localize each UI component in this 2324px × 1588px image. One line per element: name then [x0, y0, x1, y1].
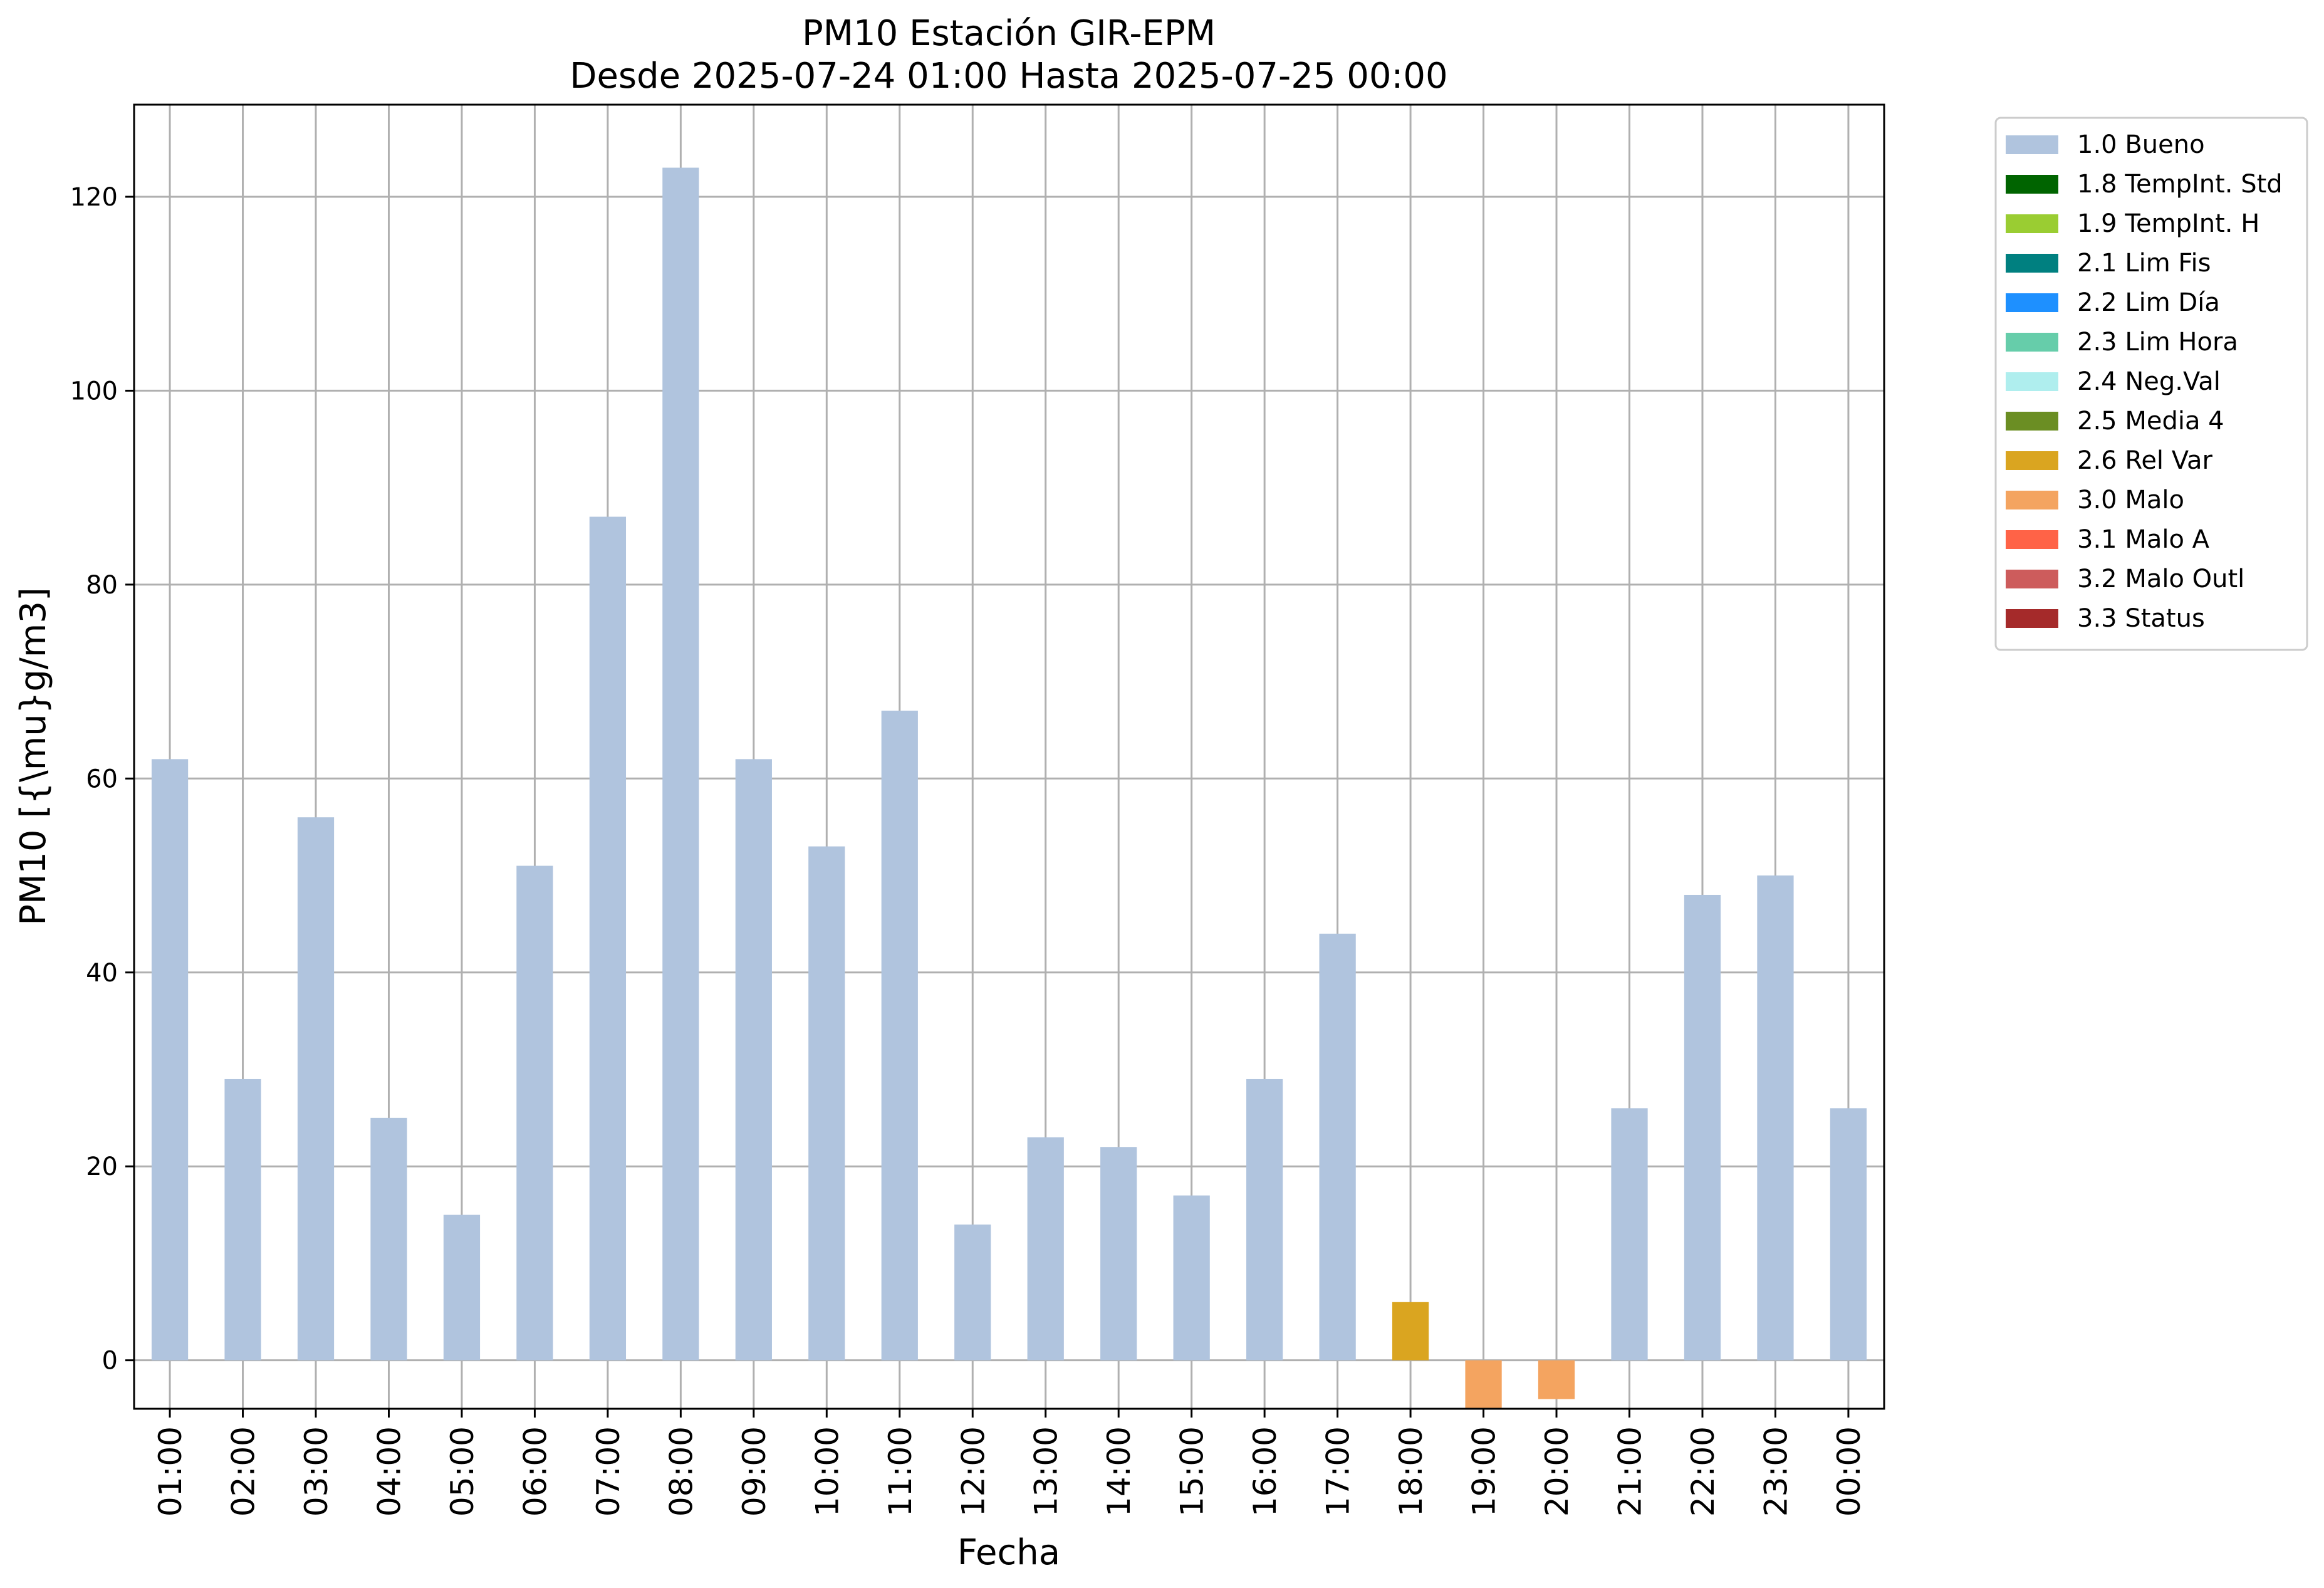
legend-label: 2.6 Rel Var: [2077, 446, 2213, 475]
bar-1000: [808, 846, 845, 1361]
bar-0000: [1830, 1108, 1867, 1361]
bar-0400: [370, 1117, 407, 1361]
x-tick-label: 05:00: [444, 1426, 481, 1517]
x-axis-label: Fecha: [957, 1532, 1060, 1573]
legend-swatch: [2006, 491, 2058, 509]
y-tick-label: 60: [86, 765, 118, 793]
x-tick-label: 18:00: [1393, 1426, 1429, 1517]
x-tick-label: 06:00: [517, 1426, 553, 1517]
bar-1800: [1392, 1302, 1429, 1361]
legend-swatch: [2006, 530, 2058, 549]
x-tick-label: 11:00: [882, 1426, 919, 1517]
chart-subtitle: Desde 2025-07-24 01:00 Hasta 2025-07-25 …: [570, 56, 1447, 97]
x-tick-label: 01:00: [152, 1426, 189, 1517]
x-tick-label: 17:00: [1320, 1426, 1357, 1517]
bar-2100: [1611, 1108, 1648, 1361]
bar-1600: [1246, 1079, 1283, 1361]
x-tick-label: 19:00: [1466, 1426, 1503, 1517]
legend-label: 2.3 Lim Hora: [2077, 328, 2238, 357]
legend-label: 3.1 Malo A: [2077, 525, 2210, 554]
x-tick-label: 20:00: [1539, 1426, 1575, 1517]
bar-0500: [443, 1215, 481, 1361]
x-tick-label: 02:00: [226, 1426, 262, 1517]
bars: [151, 167, 1867, 1409]
legend-label: 1.0 Bueno: [2077, 130, 2205, 159]
legend-label: 3.3 Status: [2077, 604, 2205, 633]
y-tick-label: 100: [70, 377, 118, 405]
bar-1100: [881, 711, 918, 1361]
y-tick-label: 20: [86, 1152, 118, 1181]
legend-label: 2.4 Neg.Val: [2077, 367, 2221, 396]
bar-1400: [1100, 1147, 1137, 1361]
bar-0800: [662, 167, 699, 1361]
y-tick-label: 120: [70, 183, 118, 212]
x-tick-label: 10:00: [809, 1426, 845, 1517]
legend-label: 2.1 Lim Fis: [2077, 249, 2211, 278]
bar-0300: [297, 817, 335, 1361]
x-tick-label: 04:00: [371, 1426, 407, 1517]
legend-swatch: [2006, 175, 2058, 194]
legend-swatch: [2006, 254, 2058, 273]
bar-2000: [1538, 1360, 1575, 1399]
legend-swatch: [2006, 214, 2058, 233]
legend: 1.0 Bueno 1.8 TempInt. Std 1.9 TempInt. H 2…: [1994, 117, 2308, 651]
chart-title: PM10 Estación GIR-EPM: [802, 13, 1216, 54]
x-tick-label: 22:00: [1685, 1426, 1721, 1517]
legend-swatch: [2006, 293, 2058, 312]
legend-swatch: [2006, 135, 2058, 154]
bar-2300: [1757, 875, 1794, 1361]
bar-1200: [954, 1225, 991, 1361]
y-tick-label: 0: [102, 1347, 118, 1376]
bar-0100: [151, 759, 189, 1361]
legend-box: [1994, 117, 2308, 651]
x-tick-label: 14:00: [1101, 1426, 1137, 1517]
x-tick-label: 12:00: [955, 1426, 991, 1517]
x-tick-label: 15:00: [1174, 1426, 1211, 1517]
x-tick-label: 08:00: [663, 1426, 699, 1517]
legend-label: 3.0 Malo: [2077, 486, 2184, 515]
bar-2200: [1684, 894, 1721, 1361]
legend-swatch: [2006, 412, 2058, 431]
bar-0600: [516, 865, 553, 1361]
legend-swatch: [2006, 609, 2058, 628]
legend-swatch: [2006, 451, 2058, 470]
x-axis-ticks: 01:00 02:00 03:00 04:00 05:00 06:00 07:00 08:00…: [152, 1409, 1867, 1517]
y-tick-label: 80: [86, 571, 118, 600]
bar-1300: [1027, 1137, 1064, 1361]
legend-label: 1.9 TempInt. H: [2077, 209, 2259, 238]
bar-1700: [1319, 933, 1356, 1361]
bar-0700: [589, 516, 627, 1361]
legend-label: 2.5 Media 4: [2077, 407, 2224, 436]
legend-label: 2.2 Lim Día: [2077, 288, 2220, 317]
legend-swatch: [2006, 372, 2058, 391]
x-tick-label: 00:00: [1831, 1426, 1867, 1517]
bar-0900: [735, 759, 772, 1361]
bar-0200: [224, 1079, 261, 1361]
x-tick-label: 09:00: [736, 1426, 773, 1517]
x-tick-label: 16:00: [1247, 1426, 1283, 1517]
x-tick-label: 21:00: [1612, 1426, 1649, 1517]
x-tick-label: 23:00: [1758, 1426, 1794, 1517]
bar-1900: [1465, 1360, 1502, 1409]
x-tick-label: 03:00: [298, 1426, 335, 1517]
legend-label: 3.2 Malo Outl: [2077, 565, 2244, 593]
y-axis-label: PM10 [{\mu}g/m3]: [13, 587, 54, 926]
legend-swatch: [2006, 570, 2058, 588]
x-tick-label: 13:00: [1028, 1426, 1065, 1517]
legend-swatch: [2006, 333, 2058, 352]
y-tick-label: 40: [86, 959, 118, 988]
plot-area-frame: [133, 103, 1885, 1410]
legend-label: 1.8 TempInt. Std: [2077, 170, 2283, 199]
x-tick-label: 07:00: [590, 1426, 627, 1517]
bar-1500: [1173, 1195, 1210, 1361]
y-axis-ticks: 0 20 40 60 80 100 120: [70, 183, 134, 1376]
